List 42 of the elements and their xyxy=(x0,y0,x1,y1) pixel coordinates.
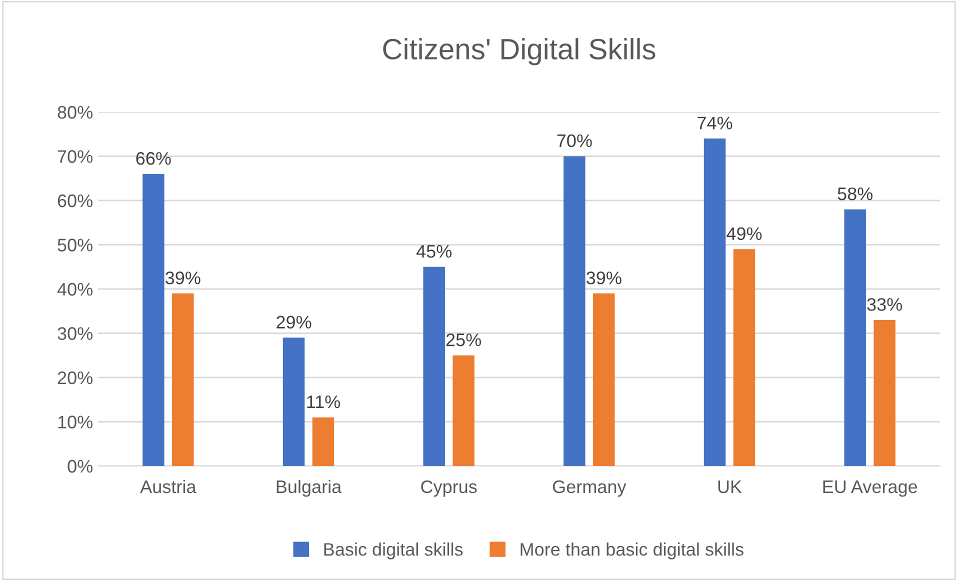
data-label: 70% xyxy=(557,134,592,148)
data-label: 66% xyxy=(136,152,171,165)
y-tick-label: 60% xyxy=(58,194,92,208)
bar xyxy=(172,293,194,466)
x-tick-label: EU Average xyxy=(823,480,918,497)
data-label: 39% xyxy=(166,272,200,284)
bar xyxy=(423,266,445,466)
legend-label: Basic digital skills xyxy=(324,542,463,560)
data-label: 49% xyxy=(726,227,762,240)
data-label: 39% xyxy=(586,272,622,284)
data-label: 45% xyxy=(416,245,452,258)
x-tick-label: Cyprus xyxy=(421,480,477,497)
x-tick-label: Bulgaria xyxy=(276,480,342,497)
data-label: 74% xyxy=(698,116,732,130)
y-tick-label: 70% xyxy=(58,150,92,163)
data-label: 29% xyxy=(276,316,312,329)
data-label: 25% xyxy=(446,333,481,346)
y-tick-label: 0% xyxy=(68,460,92,473)
bar xyxy=(564,156,586,466)
chart-title: Citizens' Digital Skills xyxy=(383,38,656,66)
bar xyxy=(452,355,474,466)
data-label: 11% xyxy=(307,395,340,408)
x-tick-label: Austria xyxy=(140,480,196,494)
legend-label: More than basic digital skills xyxy=(520,542,744,560)
bar xyxy=(593,293,615,466)
y-tick-label: 50% xyxy=(58,238,92,252)
bar xyxy=(844,209,866,466)
bar xyxy=(312,417,334,466)
bar xyxy=(282,338,305,466)
x-tick-label: Germany xyxy=(552,480,626,497)
bar xyxy=(874,320,896,466)
y-tick-label: 40% xyxy=(57,282,92,296)
y-tick-label: 10% xyxy=(58,416,92,428)
bar xyxy=(704,138,726,466)
bar xyxy=(142,174,164,466)
data-label: 33% xyxy=(867,298,902,311)
x-tick-label: UK xyxy=(718,480,742,494)
y-tick-label: 30% xyxy=(58,327,92,340)
bar xyxy=(733,249,756,466)
data-label: 58% xyxy=(838,187,873,200)
y-tick-label: 80% xyxy=(58,106,92,119)
y-tick-label: 20% xyxy=(58,371,92,384)
